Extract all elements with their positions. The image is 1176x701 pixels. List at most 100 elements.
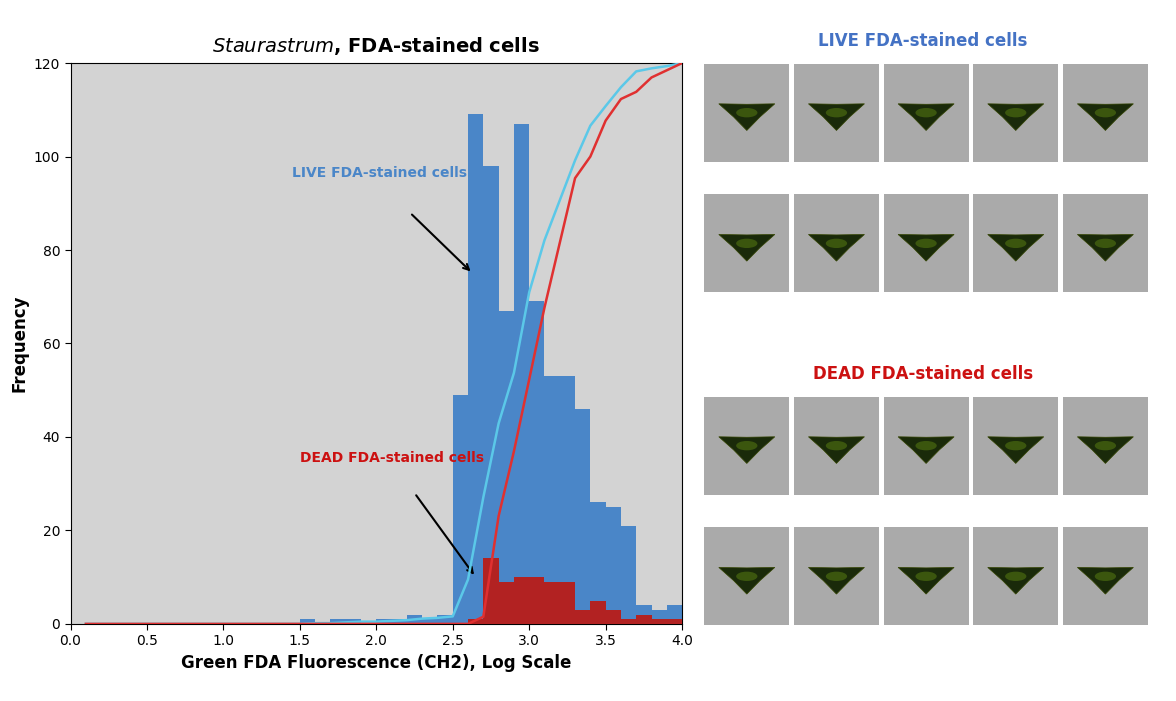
Ellipse shape	[1005, 108, 1027, 117]
Ellipse shape	[1005, 441, 1027, 450]
Text: DEAD FDA-stained cells: DEAD FDA-stained cells	[300, 451, 483, 465]
Ellipse shape	[1095, 571, 1116, 581]
Text: 31.767: 31.767	[974, 167, 1004, 176]
Bar	[514, 124, 529, 624]
Text: 29.902: 29.902	[704, 297, 736, 306]
Y-axis label: Frequency: Frequency	[11, 294, 28, 393]
Polygon shape	[898, 104, 954, 130]
Text: 28.700: 28.700	[1063, 630, 1095, 639]
Text: 29.665: 29.665	[1063, 500, 1095, 509]
Bar	[1063, 194, 1148, 292]
Text: 29.850: 29.850	[794, 297, 826, 306]
Bar	[560, 376, 575, 624]
Bar	[300, 619, 315, 624]
Ellipse shape	[1095, 238, 1116, 248]
Bar	[483, 559, 499, 624]
Polygon shape	[988, 104, 1044, 130]
Bar	[636, 605, 652, 624]
Bar	[667, 605, 682, 624]
Ellipse shape	[915, 238, 937, 248]
Bar	[667, 619, 682, 624]
Bar	[575, 409, 590, 624]
Bar	[346, 619, 361, 624]
Bar	[606, 507, 621, 624]
Ellipse shape	[1005, 238, 1027, 248]
Title: $\it{Staurastrum}$, FDA-stained cells: $\it{Staurastrum}$, FDA-stained cells	[213, 35, 540, 57]
Bar	[883, 64, 969, 162]
Bar	[621, 526, 636, 624]
Polygon shape	[719, 437, 775, 463]
Bar	[376, 619, 392, 624]
Bar	[974, 527, 1058, 625]
Bar	[636, 615, 652, 624]
Bar	[704, 194, 789, 292]
Polygon shape	[808, 437, 864, 463]
Bar	[514, 577, 529, 624]
Bar	[974, 397, 1058, 495]
Ellipse shape	[736, 441, 757, 450]
Ellipse shape	[736, 238, 757, 248]
Bar	[529, 301, 544, 624]
Polygon shape	[1077, 437, 1134, 463]
Ellipse shape	[1095, 441, 1116, 450]
Polygon shape	[1077, 567, 1134, 594]
Text: 30.177: 30.177	[704, 500, 736, 509]
Text: 31.951: 31.951	[794, 167, 826, 176]
Text: 31.884: 31.884	[883, 167, 915, 176]
Bar	[544, 376, 560, 624]
Bar	[883, 527, 969, 625]
Bar	[560, 582, 575, 624]
Bar	[974, 64, 1058, 162]
Ellipse shape	[826, 238, 847, 248]
Ellipse shape	[915, 441, 937, 450]
Bar	[499, 311, 514, 624]
Bar	[330, 619, 346, 624]
Bar	[590, 503, 606, 624]
Bar	[883, 194, 969, 292]
Polygon shape	[988, 437, 1044, 463]
Bar	[1063, 527, 1148, 625]
Bar	[606, 610, 621, 624]
Text: 29.218: 29.218	[704, 630, 736, 639]
Text: 29.881: 29.881	[883, 500, 915, 509]
X-axis label: Green FDA Fluorescence (CH2), Log Scale: Green FDA Fluorescence (CH2), Log Scale	[181, 654, 572, 672]
Polygon shape	[988, 567, 1044, 594]
Ellipse shape	[915, 571, 937, 581]
Polygon shape	[719, 567, 775, 594]
Bar	[794, 64, 878, 162]
Bar	[575, 610, 590, 624]
Polygon shape	[719, 104, 775, 130]
Text: LIVE FDA-stained cells: LIVE FDA-stained cells	[818, 32, 1028, 50]
Bar	[1063, 64, 1148, 162]
Ellipse shape	[1005, 571, 1027, 581]
Bar	[590, 601, 606, 624]
Text: 29.706: 29.706	[883, 297, 915, 306]
Bar	[704, 527, 789, 625]
Bar	[794, 527, 878, 625]
Polygon shape	[1077, 104, 1134, 130]
Bar	[974, 194, 1058, 292]
Text: 29.696: 29.696	[974, 297, 1004, 306]
Ellipse shape	[736, 571, 757, 581]
Bar	[529, 577, 544, 624]
Ellipse shape	[826, 108, 847, 117]
Polygon shape	[898, 234, 954, 261]
Polygon shape	[808, 567, 864, 594]
Bar	[1063, 397, 1148, 495]
Bar	[621, 619, 636, 624]
Text: 29.686: 29.686	[1063, 297, 1095, 306]
Ellipse shape	[826, 571, 847, 581]
Bar	[704, 64, 789, 162]
Bar	[453, 395, 468, 624]
Text: 28.753: 28.753	[974, 630, 1004, 639]
Bar	[407, 615, 422, 624]
Text: 31.961: 31.961	[704, 167, 736, 176]
Polygon shape	[719, 234, 775, 261]
Bar	[652, 619, 667, 624]
Polygon shape	[898, 437, 954, 463]
Polygon shape	[808, 104, 864, 130]
Bar	[468, 114, 483, 624]
Ellipse shape	[915, 108, 937, 117]
Bar	[483, 166, 499, 624]
Bar	[794, 397, 878, 495]
